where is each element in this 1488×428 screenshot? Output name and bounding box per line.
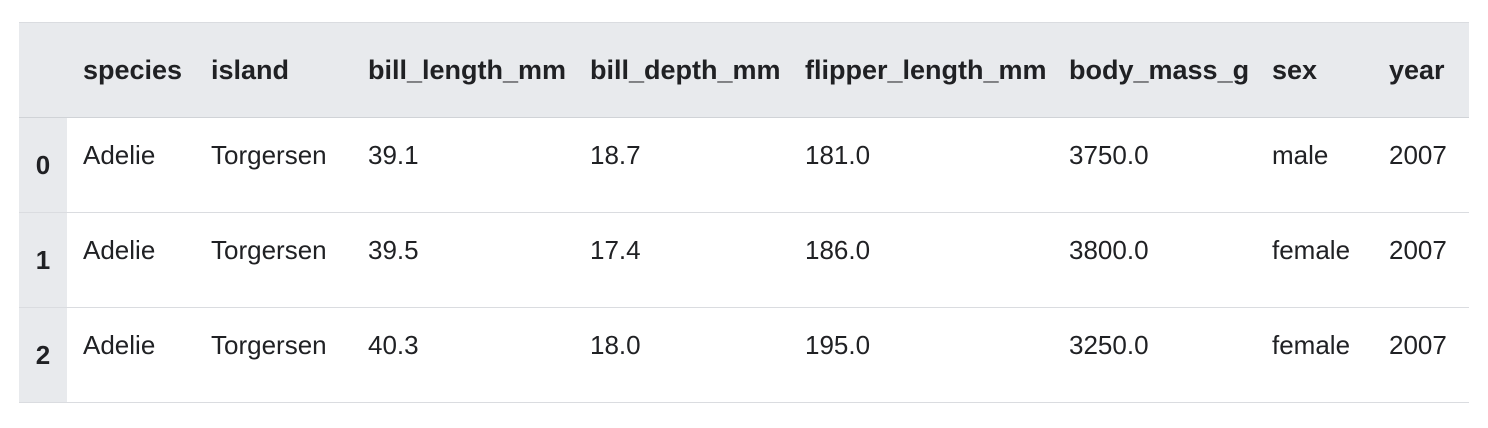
cell-body-mass-g: 3800.0 <box>1069 235 1149 265</box>
cell-year: 2007 <box>1389 235 1447 265</box>
cell-bill-length-mm: 40.3 <box>368 330 419 360</box>
cell-bill-length-mm: 39.5 <box>368 235 419 265</box>
cell-flipper-length-mm: 195.0 <box>805 330 871 360</box>
column-header-bill-length-mm[interactable]: bill_length_mm <box>368 54 567 85</box>
cell-flipper-length-mm: 181.0 <box>805 140 871 170</box>
dataframe-table: species island bill_length_mm bill_depth… <box>19 22 1469 403</box>
row-index: 2 <box>19 307 67 403</box>
cell-island: Torgersen <box>211 235 327 265</box>
cell-year: 2007 <box>1389 330 1447 360</box>
cell-bill-length-mm: 39.1 <box>368 140 419 170</box>
table-row: 2 Adelie Torgersen 40.3 18.0 195.0 3250.… <box>19 307 1469 403</box>
cell-sex: female <box>1272 330 1351 360</box>
cell-sex: male <box>1272 140 1329 170</box>
table-body: 0 Adelie Torgersen 39.1 18.7 181.0 3750.… <box>19 117 1469 403</box>
column-header-sex[interactable]: sex <box>1272 54 1318 85</box>
table-row: 1 Adelie Torgersen 39.5 17.4 186.0 3800.… <box>19 212 1469 308</box>
cell-bill-depth-mm: 18.0 <box>590 330 641 360</box>
table-row: 0 Adelie Torgersen 39.1 18.7 181.0 3750.… <box>19 117 1469 213</box>
cell-body-mass-g: 3250.0 <box>1069 330 1149 360</box>
column-header-species[interactable]: species <box>83 54 183 85</box>
cell-sex: female <box>1272 235 1351 265</box>
dataframe-table-container: species island bill_length_mm bill_depth… <box>19 22 1469 403</box>
cell-island: Torgersen <box>211 140 327 170</box>
column-header-island[interactable]: island <box>211 54 290 85</box>
row-index: 0 <box>19 117 67 213</box>
column-header-body-mass-g[interactable]: body_mass_g <box>1069 54 1250 85</box>
cell-species: Adelie <box>83 235 156 265</box>
table-header: species island bill_length_mm bill_depth… <box>19 22 1469 118</box>
index-header-cell <box>19 23 67 118</box>
cell-bill-depth-mm: 18.7 <box>590 140 641 170</box>
cell-year: 2007 <box>1389 140 1447 170</box>
column-header-bill-depth-mm[interactable]: bill_depth_mm <box>590 54 781 85</box>
header-row: species island bill_length_mm bill_depth… <box>19 22 1469 118</box>
column-header-year[interactable]: year <box>1389 54 1445 85</box>
cell-island: Torgersen <box>211 330 327 360</box>
cell-flipper-length-mm: 186.0 <box>805 235 871 265</box>
cell-species: Adelie <box>83 330 156 360</box>
row-index: 1 <box>19 212 67 308</box>
column-header-flipper-length-mm[interactable]: flipper_length_mm <box>805 54 1047 85</box>
cell-species: Adelie <box>83 140 156 170</box>
cell-body-mass-g: 3750.0 <box>1069 140 1149 170</box>
cell-bill-depth-mm: 17.4 <box>590 235 641 265</box>
